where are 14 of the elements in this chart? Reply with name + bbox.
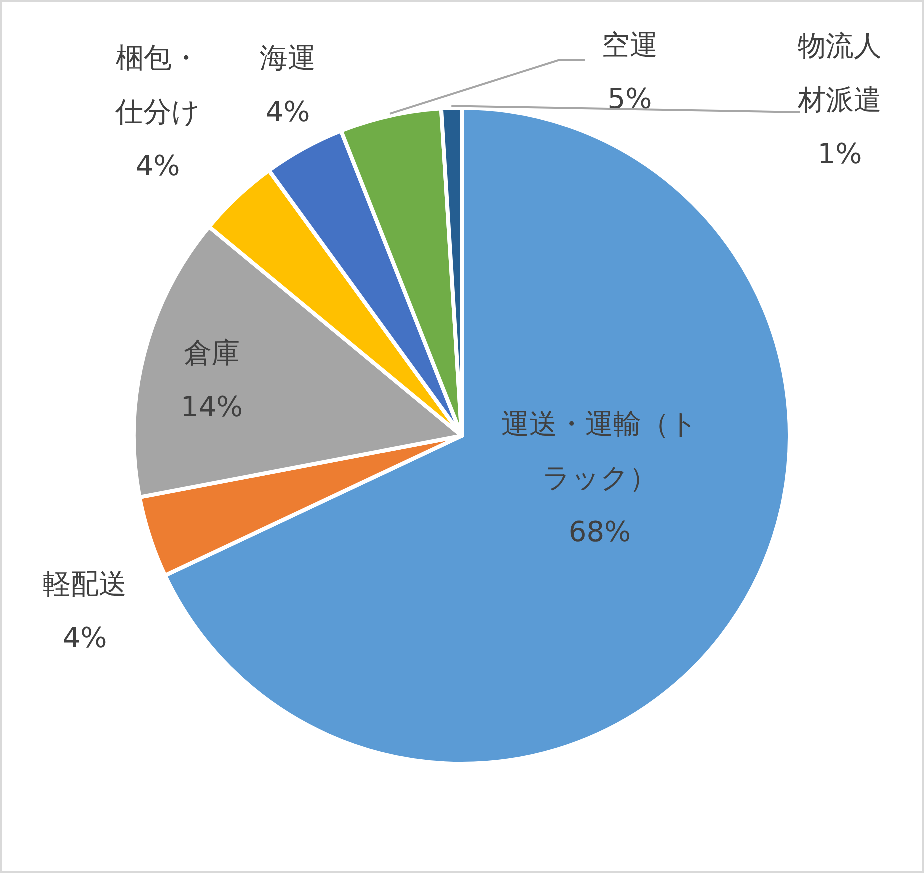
slice-label: 海運 [260,42,316,74]
slice-label: 運送・運輸（トラック） [502,408,698,494]
slice-label: 物流人材派遣 [797,30,882,116]
data-label: 1% [818,138,862,170]
data-label: 4% [266,96,310,128]
data-label: 68% [568,516,632,548]
data-label: 4% [62,622,108,654]
slice-label: 軽配送 [43,568,127,600]
data-label: 14% [180,390,244,424]
data-label: 4% [136,150,180,182]
slice-label: 梱包・仕分け [114,42,200,128]
slice-label: 倉庫 [184,336,240,370]
data-label: 5% [608,82,652,116]
slice-label: 空運 [602,28,658,62]
